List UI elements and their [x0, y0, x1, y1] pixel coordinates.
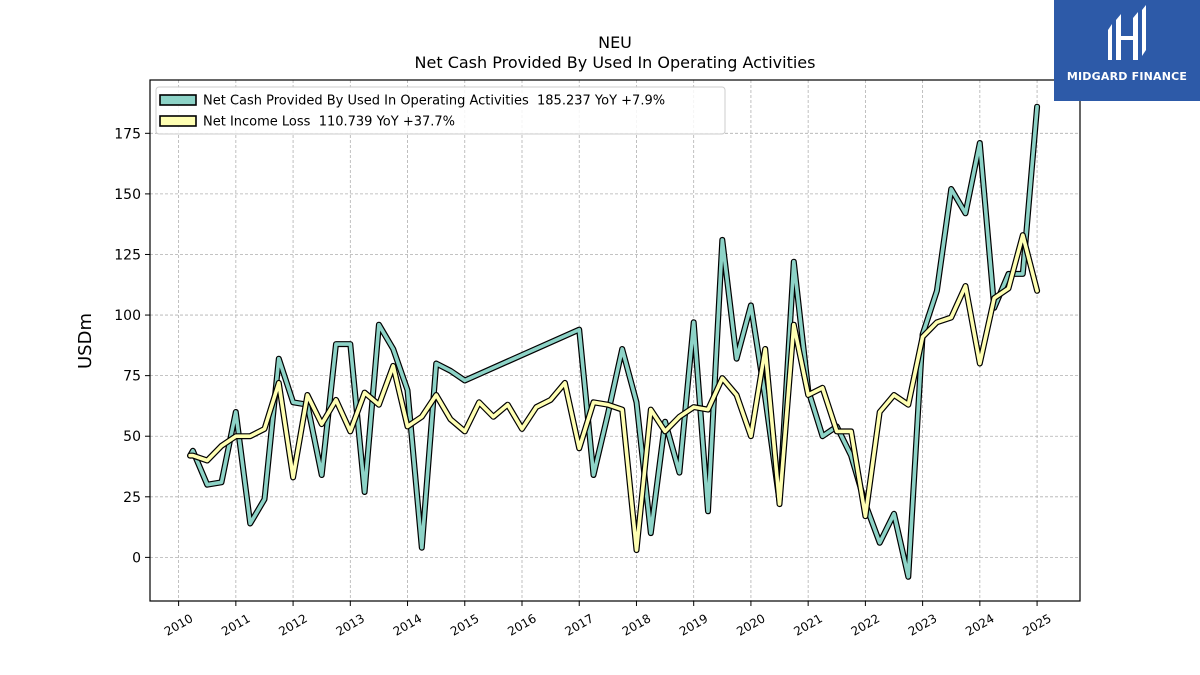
- y-tick-label: 0: [132, 550, 141, 566]
- brand-logo: MIDGARD FINANCE: [1054, 0, 1200, 101]
- chart-title: NEU: [598, 33, 632, 52]
- y-tick-label: 50: [123, 429, 141, 445]
- y-tick-label: 150: [114, 187, 141, 203]
- series-line-outline: [190, 107, 1037, 577]
- x-tick-label: 2019: [677, 611, 710, 638]
- plot-frame: [150, 80, 1080, 601]
- x-tick-label: 2016: [505, 611, 538, 638]
- chart: NEU Net Cash Provided By Used In Operati…: [0, 0, 1200, 675]
- x-tick-label: 2015: [448, 611, 481, 638]
- legend-swatch: [160, 95, 196, 105]
- x-tick-label: 2018: [620, 611, 653, 638]
- x-tick-label: 2025: [1020, 611, 1053, 638]
- x-tick-label: 2010: [162, 611, 195, 638]
- legend-label: Net Income Loss 110.739 YoY +37.7%: [203, 115, 455, 130]
- legend-label: Net Cash Provided By Used In Operating A…: [203, 94, 665, 109]
- x-tick-label: 2021: [791, 611, 824, 638]
- y-tick-label: 175: [114, 126, 141, 142]
- logo-mark-icon: [1054, 0, 1200, 70]
- x-tick-label: 2022: [849, 611, 882, 638]
- y-tick-label: 75: [123, 369, 141, 385]
- x-tick-label: 2011: [219, 611, 252, 638]
- x-tick-label: 2020: [734, 611, 767, 638]
- legend-swatch: [160, 116, 196, 126]
- x-tick-label: 2023: [906, 611, 939, 638]
- y-tick-label: 25: [123, 490, 141, 506]
- legend: Net Cash Provided By Used In Operating A…: [156, 87, 725, 134]
- x-tick-label: 2024: [963, 611, 996, 638]
- x-tick-label: 2017: [563, 611, 596, 638]
- chart-subtitle: Net Cash Provided By Used In Operating A…: [415, 53, 816, 72]
- series-layer: [190, 107, 1037, 577]
- x-tick-label: 2014: [391, 611, 424, 638]
- y-tick-label: 100: [114, 308, 141, 324]
- brand-name: MIDGARD FINANCE: [1054, 70, 1200, 83]
- y-axis-label: USDm: [75, 313, 96, 369]
- grid: [150, 80, 1080, 601]
- x-tick-label: 2013: [334, 611, 367, 638]
- x-tick-label: 2012: [276, 611, 309, 638]
- y-tick-label: 125: [114, 247, 141, 263]
